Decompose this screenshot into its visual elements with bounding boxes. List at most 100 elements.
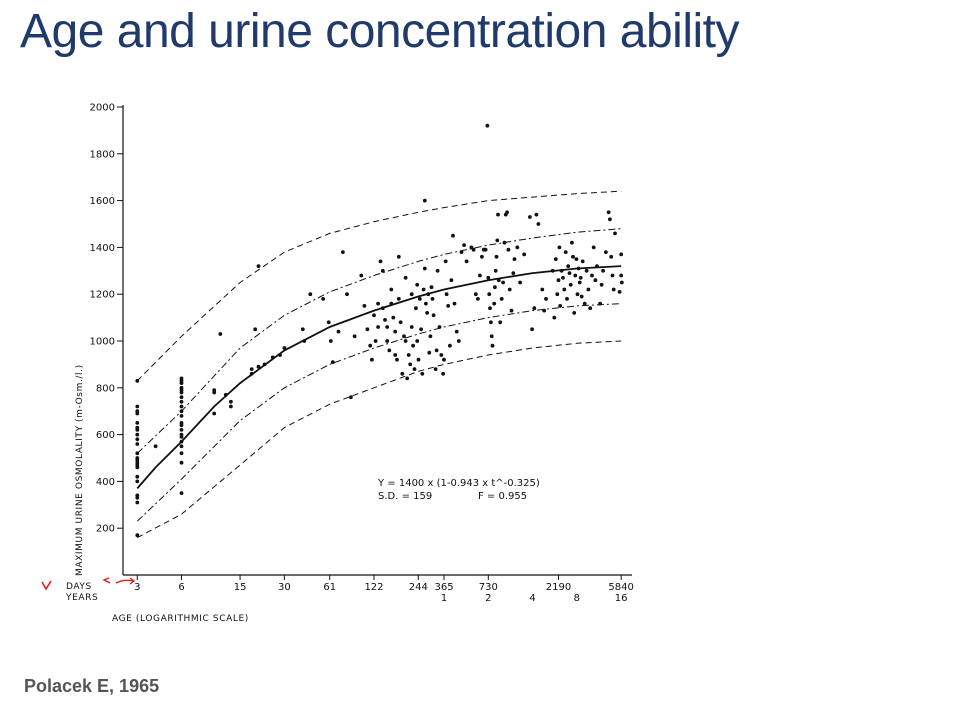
data-point bbox=[494, 269, 498, 273]
data-point bbox=[229, 400, 233, 404]
data-point bbox=[595, 264, 599, 268]
data-point bbox=[608, 217, 612, 221]
data-point bbox=[600, 283, 604, 287]
data-point bbox=[257, 264, 261, 268]
data-point bbox=[180, 491, 184, 495]
data-point bbox=[484, 248, 488, 252]
y-tick-label: 1200 bbox=[90, 290, 115, 301]
check-mark-annotation bbox=[42, 581, 51, 589]
arrow-annotation-1 bbox=[104, 578, 110, 583]
data-point bbox=[180, 391, 184, 395]
data-point bbox=[349, 395, 353, 399]
data-point bbox=[532, 306, 536, 310]
data-point bbox=[429, 334, 433, 338]
x-tick-label: 15 bbox=[234, 582, 247, 593]
data-point bbox=[577, 267, 581, 271]
data-point bbox=[555, 292, 559, 296]
data-point bbox=[453, 302, 457, 306]
y-tick-label: 200 bbox=[96, 524, 115, 535]
data-point bbox=[571, 255, 575, 259]
data-point bbox=[337, 330, 341, 334]
data-point bbox=[560, 269, 564, 273]
data-point bbox=[594, 278, 598, 282]
data-point bbox=[393, 353, 397, 357]
data-point bbox=[393, 330, 397, 334]
citation: Polacek E, 1965 bbox=[24, 676, 159, 697]
data-point bbox=[411, 344, 415, 348]
data-point bbox=[399, 320, 403, 324]
data-point bbox=[551, 269, 555, 273]
data-point bbox=[497, 278, 501, 282]
data-point bbox=[331, 360, 335, 364]
data-point bbox=[250, 367, 254, 371]
data-point bbox=[598, 302, 602, 306]
x-tick-label: 365 bbox=[434, 582, 453, 593]
data-point bbox=[570, 241, 574, 245]
data-point bbox=[565, 297, 569, 301]
data-point bbox=[376, 325, 380, 329]
data-point bbox=[224, 393, 228, 397]
x-tick-label: 244 bbox=[409, 582, 428, 593]
data-point bbox=[135, 501, 139, 505]
data-point bbox=[135, 475, 139, 479]
data-point bbox=[419, 327, 423, 331]
data-point bbox=[554, 257, 558, 261]
data-point bbox=[263, 363, 267, 367]
data-point bbox=[404, 339, 408, 343]
data-point bbox=[558, 246, 562, 250]
data-point bbox=[426, 292, 430, 296]
data-point bbox=[385, 339, 389, 343]
data-point bbox=[180, 451, 184, 455]
data-point bbox=[135, 428, 139, 432]
x-tick-label: 2190 bbox=[546, 582, 571, 593]
data-point bbox=[387, 349, 391, 353]
data-point bbox=[480, 255, 484, 259]
y-tick-label: 2000 bbox=[90, 103, 115, 114]
data-point bbox=[180, 409, 184, 413]
data-point bbox=[450, 278, 454, 282]
data-point bbox=[135, 442, 139, 446]
data-point bbox=[154, 444, 158, 448]
data-point bbox=[607, 210, 611, 214]
data-point bbox=[489, 320, 493, 324]
data-point bbox=[439, 353, 443, 357]
x-tick-label: 61 bbox=[323, 582, 336, 593]
curve-dashed-3 bbox=[137, 191, 621, 381]
data-point bbox=[180, 414, 184, 418]
data-point bbox=[135, 421, 139, 425]
x-year-label: 4 bbox=[529, 593, 535, 604]
data-point bbox=[618, 290, 622, 294]
data-point bbox=[513, 257, 517, 261]
data-point bbox=[609, 255, 613, 259]
data-point bbox=[253, 327, 257, 331]
data-point bbox=[417, 358, 421, 362]
data-point bbox=[592, 246, 596, 250]
data-point bbox=[180, 428, 184, 432]
data-point bbox=[308, 292, 312, 296]
data-point bbox=[472, 248, 476, 252]
data-point bbox=[135, 533, 139, 537]
data-point bbox=[408, 363, 412, 367]
x-tick-label: 30 bbox=[278, 582, 291, 593]
data-point bbox=[491, 344, 495, 348]
data-point bbox=[442, 358, 446, 362]
y-tick-label: 1800 bbox=[90, 149, 115, 160]
data-point bbox=[425, 311, 429, 315]
x-year-label: 8 bbox=[574, 593, 580, 604]
data-point bbox=[379, 260, 383, 264]
data-point bbox=[301, 327, 305, 331]
data-point bbox=[381, 306, 385, 310]
data-point bbox=[601, 269, 605, 273]
data-point bbox=[495, 239, 499, 243]
data-point bbox=[486, 276, 490, 280]
data-point bbox=[135, 437, 139, 441]
data-point bbox=[457, 339, 461, 343]
data-point bbox=[455, 330, 459, 334]
data-point bbox=[271, 356, 275, 360]
data-point bbox=[414, 306, 418, 310]
data-point bbox=[568, 271, 572, 275]
data-point bbox=[341, 250, 345, 254]
years-label: YEARS bbox=[65, 593, 98, 603]
data-point bbox=[530, 327, 534, 331]
data-point bbox=[581, 260, 585, 264]
